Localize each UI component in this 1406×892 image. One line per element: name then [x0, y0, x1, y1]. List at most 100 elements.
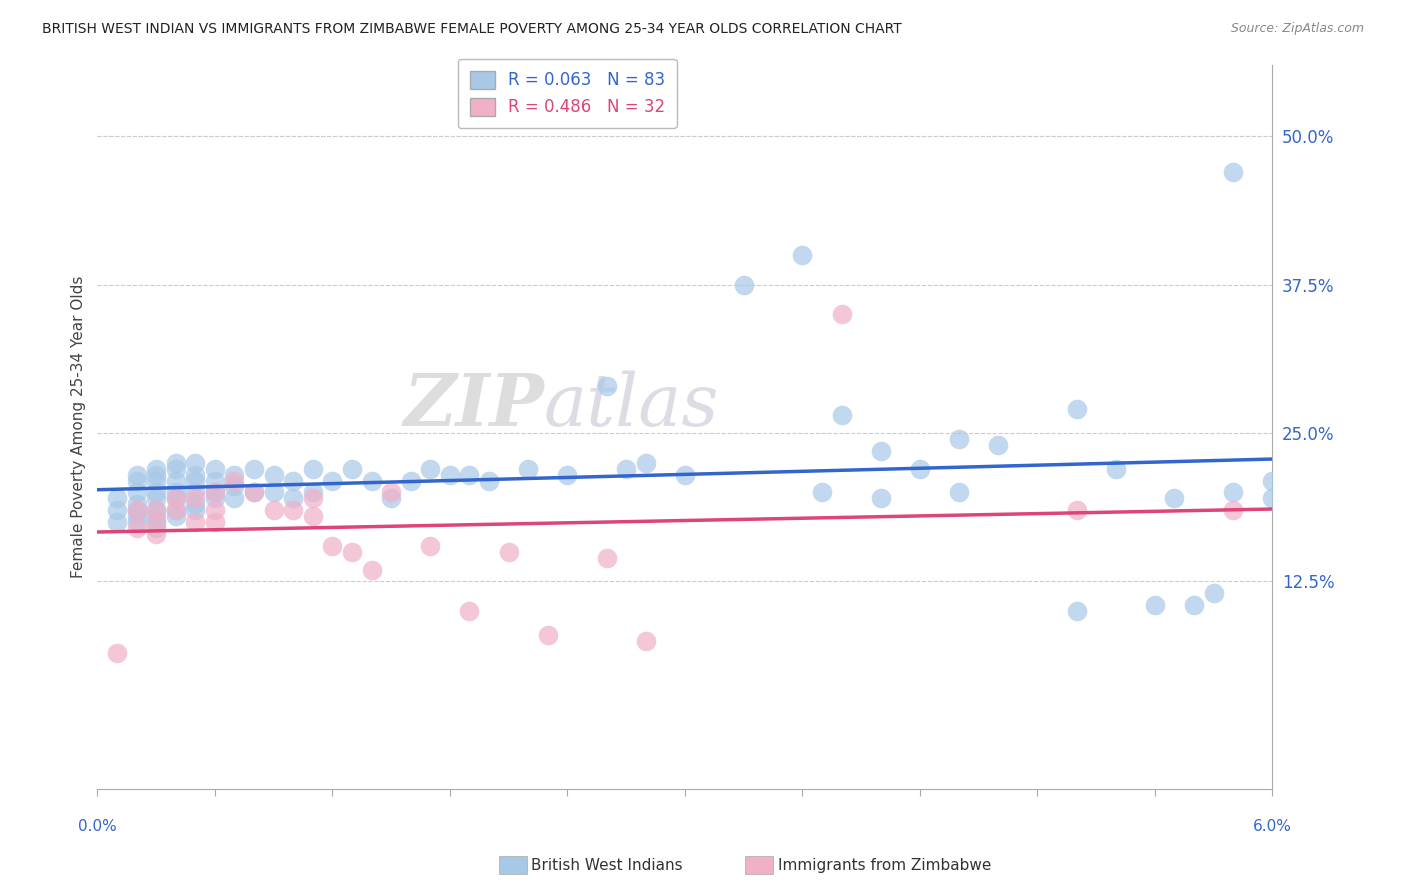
Point: [301, 509, 323, 524]
Point: [1222, 165, 1244, 179]
Point: [165, 503, 187, 517]
Point: [948, 485, 970, 500]
Point: [1261, 474, 1284, 488]
Point: [184, 491, 207, 506]
Point: [321, 474, 343, 488]
Point: [1202, 586, 1225, 600]
Point: [458, 604, 481, 618]
Point: [125, 515, 148, 529]
Point: [105, 646, 128, 660]
Point: [340, 545, 363, 559]
Text: ZIP: ZIP: [404, 370, 544, 441]
Point: [1105, 461, 1128, 475]
Point: [145, 509, 167, 524]
Point: [595, 550, 617, 565]
Point: [165, 485, 187, 500]
Point: [634, 633, 657, 648]
Point: [165, 491, 187, 506]
Point: [498, 545, 520, 559]
Point: [831, 409, 853, 423]
Point: [537, 628, 560, 642]
Point: [184, 497, 207, 511]
Y-axis label: Female Poverty Among 25-34 Year Olds: Female Poverty Among 25-34 Year Olds: [72, 276, 86, 578]
Point: [263, 467, 285, 482]
Point: [243, 485, 266, 500]
Point: [399, 474, 422, 488]
Point: [184, 515, 207, 529]
Point: [419, 461, 441, 475]
Point: [145, 491, 167, 506]
Point: [1261, 491, 1284, 506]
Point: [243, 461, 266, 475]
Point: [1143, 598, 1166, 612]
Point: [184, 485, 207, 500]
Point: [125, 503, 148, 517]
Point: [321, 539, 343, 553]
Text: Source: ZipAtlas.com: Source: ZipAtlas.com: [1230, 22, 1364, 36]
Text: atlas: atlas: [544, 370, 720, 441]
Point: [105, 515, 128, 529]
Point: [831, 307, 853, 321]
Point: [125, 474, 148, 488]
Point: [360, 563, 382, 577]
Point: [145, 503, 167, 517]
Point: [125, 503, 148, 517]
Point: [184, 503, 207, 517]
Point: [125, 467, 148, 482]
Point: [301, 461, 323, 475]
Point: [105, 503, 128, 517]
Point: [145, 515, 167, 529]
Point: [105, 491, 128, 506]
Point: [1182, 598, 1205, 612]
Point: [614, 461, 637, 475]
Point: [263, 503, 285, 517]
Point: [204, 461, 226, 475]
Point: [204, 515, 226, 529]
Text: Immigrants from Zimbabwe: Immigrants from Zimbabwe: [778, 858, 991, 872]
Point: [283, 474, 305, 488]
Point: [204, 491, 226, 506]
Point: [145, 527, 167, 541]
Point: [145, 521, 167, 535]
Text: 0.0%: 0.0%: [77, 819, 117, 834]
Point: [380, 491, 402, 506]
Point: [165, 461, 187, 475]
Point: [145, 503, 167, 517]
Point: [283, 503, 305, 517]
Point: [634, 456, 657, 470]
Point: [869, 491, 891, 506]
Point: [1066, 604, 1088, 618]
Point: [1222, 503, 1244, 517]
Point: [792, 248, 814, 262]
Point: [125, 497, 148, 511]
Point: [243, 485, 266, 500]
Point: [145, 485, 167, 500]
Point: [165, 474, 187, 488]
Point: [224, 491, 246, 506]
Point: [948, 432, 970, 446]
Point: [204, 485, 226, 500]
Point: [439, 467, 461, 482]
Point: [595, 378, 617, 392]
Point: [125, 509, 148, 524]
Point: [811, 485, 834, 500]
Point: [987, 438, 1010, 452]
Point: [340, 461, 363, 475]
Point: [1066, 402, 1088, 417]
Point: [1066, 503, 1088, 517]
Point: [224, 474, 246, 488]
Point: [165, 456, 187, 470]
Point: [908, 461, 931, 475]
Point: [145, 515, 167, 529]
Point: [125, 485, 148, 500]
Point: [184, 474, 207, 488]
Point: [301, 485, 323, 500]
Point: [458, 467, 481, 482]
Point: [478, 474, 501, 488]
Point: [263, 485, 285, 500]
Text: BRITISH WEST INDIAN VS IMMIGRANTS FROM ZIMBABWE FEMALE POVERTY AMONG 25-34 YEAR : BRITISH WEST INDIAN VS IMMIGRANTS FROM Z…: [42, 22, 901, 37]
Point: [360, 474, 382, 488]
Point: [224, 467, 246, 482]
Point: [204, 503, 226, 517]
Point: [184, 467, 207, 482]
